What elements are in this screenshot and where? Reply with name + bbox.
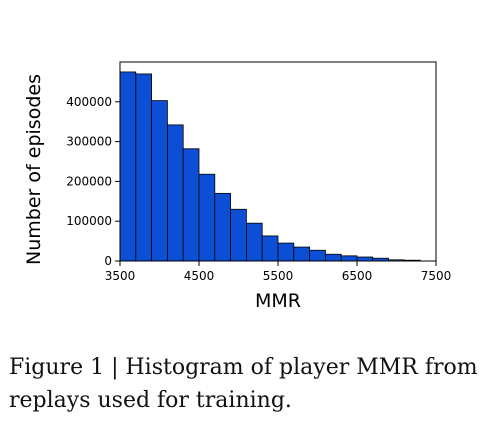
ticks-group: 3500 4500 5500 6500 7500 0 100000 200000 300000 4… xyxy=(66,95,451,283)
histogram-bar xyxy=(324,253,342,262)
histogram-bar xyxy=(309,249,326,262)
y-tick-label: 100000 xyxy=(66,214,112,228)
histogram-bar xyxy=(214,192,232,262)
y-tick-label: 0 xyxy=(104,254,112,268)
x-tick-label: 5500 xyxy=(263,269,294,283)
histogram-bar xyxy=(135,73,153,262)
histogram-bar xyxy=(166,124,184,262)
y-tick-label: 400000 xyxy=(66,95,112,109)
y-tick-label: 200000 xyxy=(66,174,112,188)
histogram-bar xyxy=(261,235,279,262)
x-tick-label: 3500 xyxy=(105,269,136,283)
histogram-bar xyxy=(151,100,168,262)
histogram-bar xyxy=(182,148,200,262)
x-axis-label: MMR xyxy=(255,290,301,312)
histogram-bar xyxy=(277,242,295,262)
histogram-bar xyxy=(119,71,137,262)
histogram-bar xyxy=(245,222,263,262)
x-tick-label: 6500 xyxy=(342,269,373,283)
y-axis-label: Number of episodes xyxy=(23,74,45,265)
histogram-bar xyxy=(198,173,216,262)
x-tick-label: 7500 xyxy=(421,269,452,283)
x-tick-label: 4500 xyxy=(184,269,215,283)
bars-group xyxy=(119,71,421,262)
histogram-bar xyxy=(340,255,358,262)
histogram-bar xyxy=(293,246,310,262)
y-tick-label: 300000 xyxy=(66,135,112,149)
histogram-bar xyxy=(230,208,247,262)
histogram-bar xyxy=(356,256,374,262)
histogram-chart: 3500 4500 5500 6500 7500 0 100000 200000 300000 4… xyxy=(23,61,451,312)
figure-caption: Figure 1 | Histogram of player MMR from … xyxy=(9,355,478,413)
